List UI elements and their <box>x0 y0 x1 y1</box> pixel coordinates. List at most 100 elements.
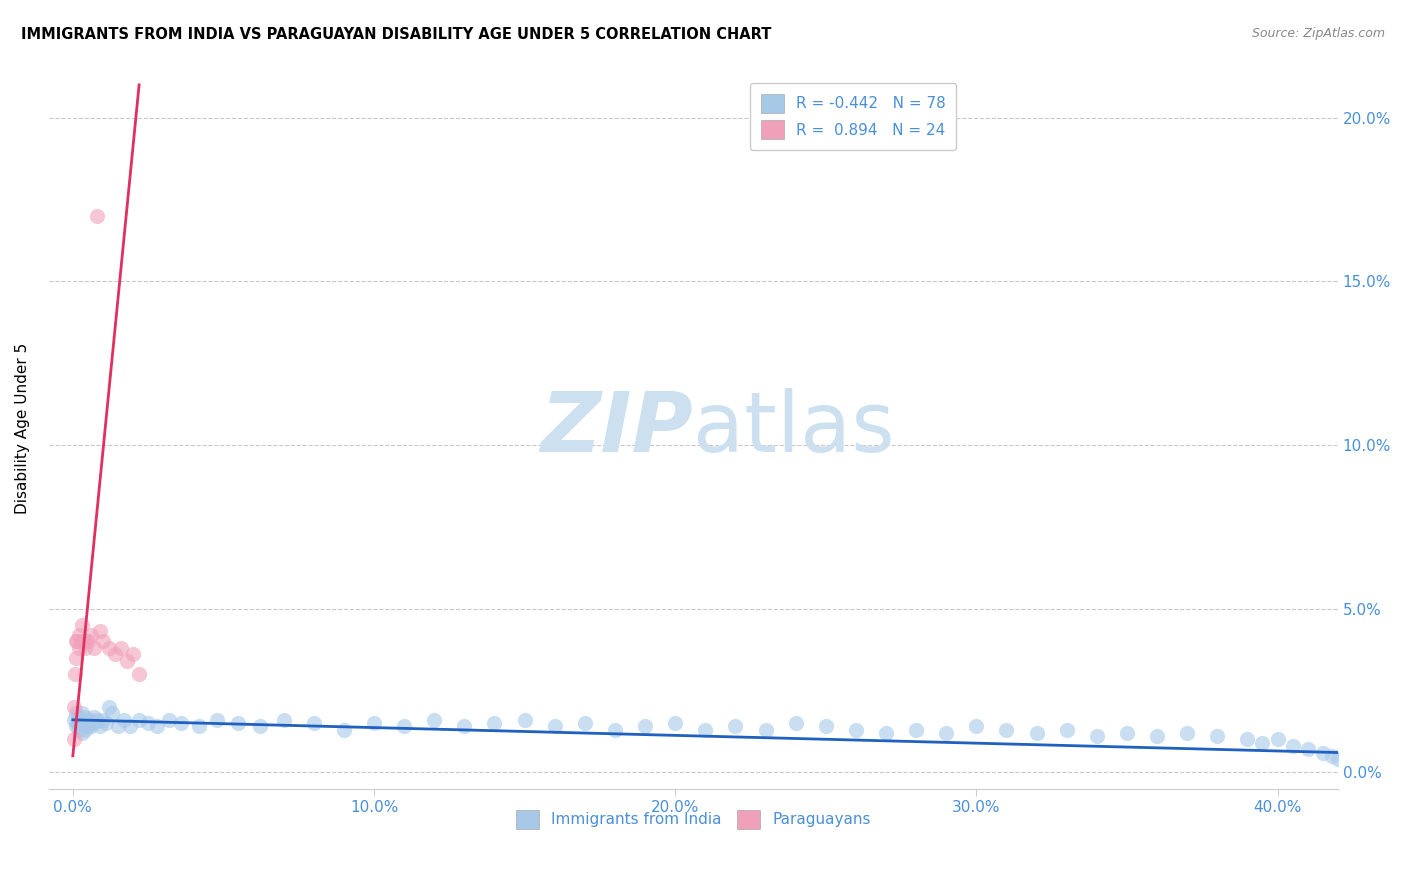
Point <box>128 713 150 727</box>
Point <box>67 640 90 655</box>
Point <box>65 650 87 665</box>
Point <box>453 719 475 733</box>
Point <box>101 706 124 721</box>
Point <box>80 628 103 642</box>
Point <box>67 723 90 737</box>
Point <box>73 716 96 731</box>
Point <box>86 209 108 223</box>
Point <box>70 634 93 648</box>
Point <box>77 719 100 733</box>
Point <box>157 713 180 727</box>
Point <box>77 634 100 648</box>
Point <box>1236 732 1258 747</box>
Point <box>392 719 415 733</box>
Point <box>73 640 96 655</box>
Point <box>83 709 105 723</box>
Point <box>70 726 93 740</box>
Point <box>1296 742 1319 756</box>
Point <box>67 628 90 642</box>
Point <box>70 713 93 727</box>
Point <box>80 713 103 727</box>
Point <box>1320 748 1343 763</box>
Point <box>513 713 536 727</box>
Point <box>845 723 868 737</box>
Point <box>905 723 928 737</box>
Y-axis label: Disability Age Under 5: Disability Age Under 5 <box>15 343 30 514</box>
Point <box>574 716 596 731</box>
Point <box>122 648 145 662</box>
Point <box>1116 726 1139 740</box>
Point <box>754 723 776 737</box>
Text: IMMIGRANTS FROM INDIA VS PARAGUAYAN DISABILITY AGE UNDER 5 CORRELATION CHART: IMMIGRANTS FROM INDIA VS PARAGUAYAN DISA… <box>21 27 772 42</box>
Point <box>875 726 897 740</box>
Point <box>935 726 957 740</box>
Point <box>1312 746 1334 760</box>
Point <box>63 713 86 727</box>
Point <box>98 640 121 655</box>
Point <box>94 716 117 731</box>
Point <box>89 719 111 733</box>
Point <box>207 713 229 727</box>
Point <box>188 719 211 733</box>
Point <box>73 634 96 648</box>
Point <box>1206 729 1229 743</box>
Point <box>112 713 135 727</box>
Point <box>695 723 717 737</box>
Point <box>83 640 105 655</box>
Point <box>98 699 121 714</box>
Text: Source: ZipAtlas.com: Source: ZipAtlas.com <box>1251 27 1385 40</box>
Point <box>65 706 87 721</box>
Point <box>1267 732 1289 747</box>
Point <box>1056 723 1078 737</box>
Point <box>91 713 114 727</box>
Point <box>67 716 90 731</box>
Point <box>814 719 837 733</box>
Point <box>73 709 96 723</box>
Point <box>70 618 93 632</box>
Point <box>484 716 506 731</box>
Point <box>128 667 150 681</box>
Point <box>1251 736 1274 750</box>
Point <box>77 713 100 727</box>
Point <box>965 719 987 733</box>
Point <box>995 723 1018 737</box>
Point <box>80 719 103 733</box>
Point <box>110 640 132 655</box>
Point <box>1175 726 1198 740</box>
Point <box>91 634 114 648</box>
Point <box>228 716 250 731</box>
Point <box>115 654 138 668</box>
Point <box>333 723 356 737</box>
Point <box>1281 739 1303 753</box>
Point <box>724 719 747 733</box>
Point <box>249 719 271 733</box>
Point <box>1025 726 1047 740</box>
Point <box>603 723 626 737</box>
Point <box>65 719 87 733</box>
Text: ZIP: ZIP <box>541 388 693 469</box>
Point <box>63 699 86 714</box>
Point <box>544 719 567 733</box>
Point <box>70 706 93 721</box>
Point <box>107 719 129 733</box>
Point <box>136 716 159 731</box>
Point <box>146 719 169 733</box>
Point <box>62 732 84 747</box>
Point <box>363 716 385 731</box>
Point <box>1146 729 1168 743</box>
Point <box>104 648 127 662</box>
Point <box>634 719 657 733</box>
Point <box>67 709 90 723</box>
Point <box>66 716 89 731</box>
Point <box>664 716 686 731</box>
Point <box>83 716 105 731</box>
Point <box>785 716 807 731</box>
Point <box>73 723 96 737</box>
Point <box>170 716 193 731</box>
Text: atlas: atlas <box>693 388 896 469</box>
Point <box>273 713 295 727</box>
Point <box>1326 752 1348 766</box>
Point <box>120 719 142 733</box>
Point <box>1085 729 1108 743</box>
Point <box>65 667 87 681</box>
